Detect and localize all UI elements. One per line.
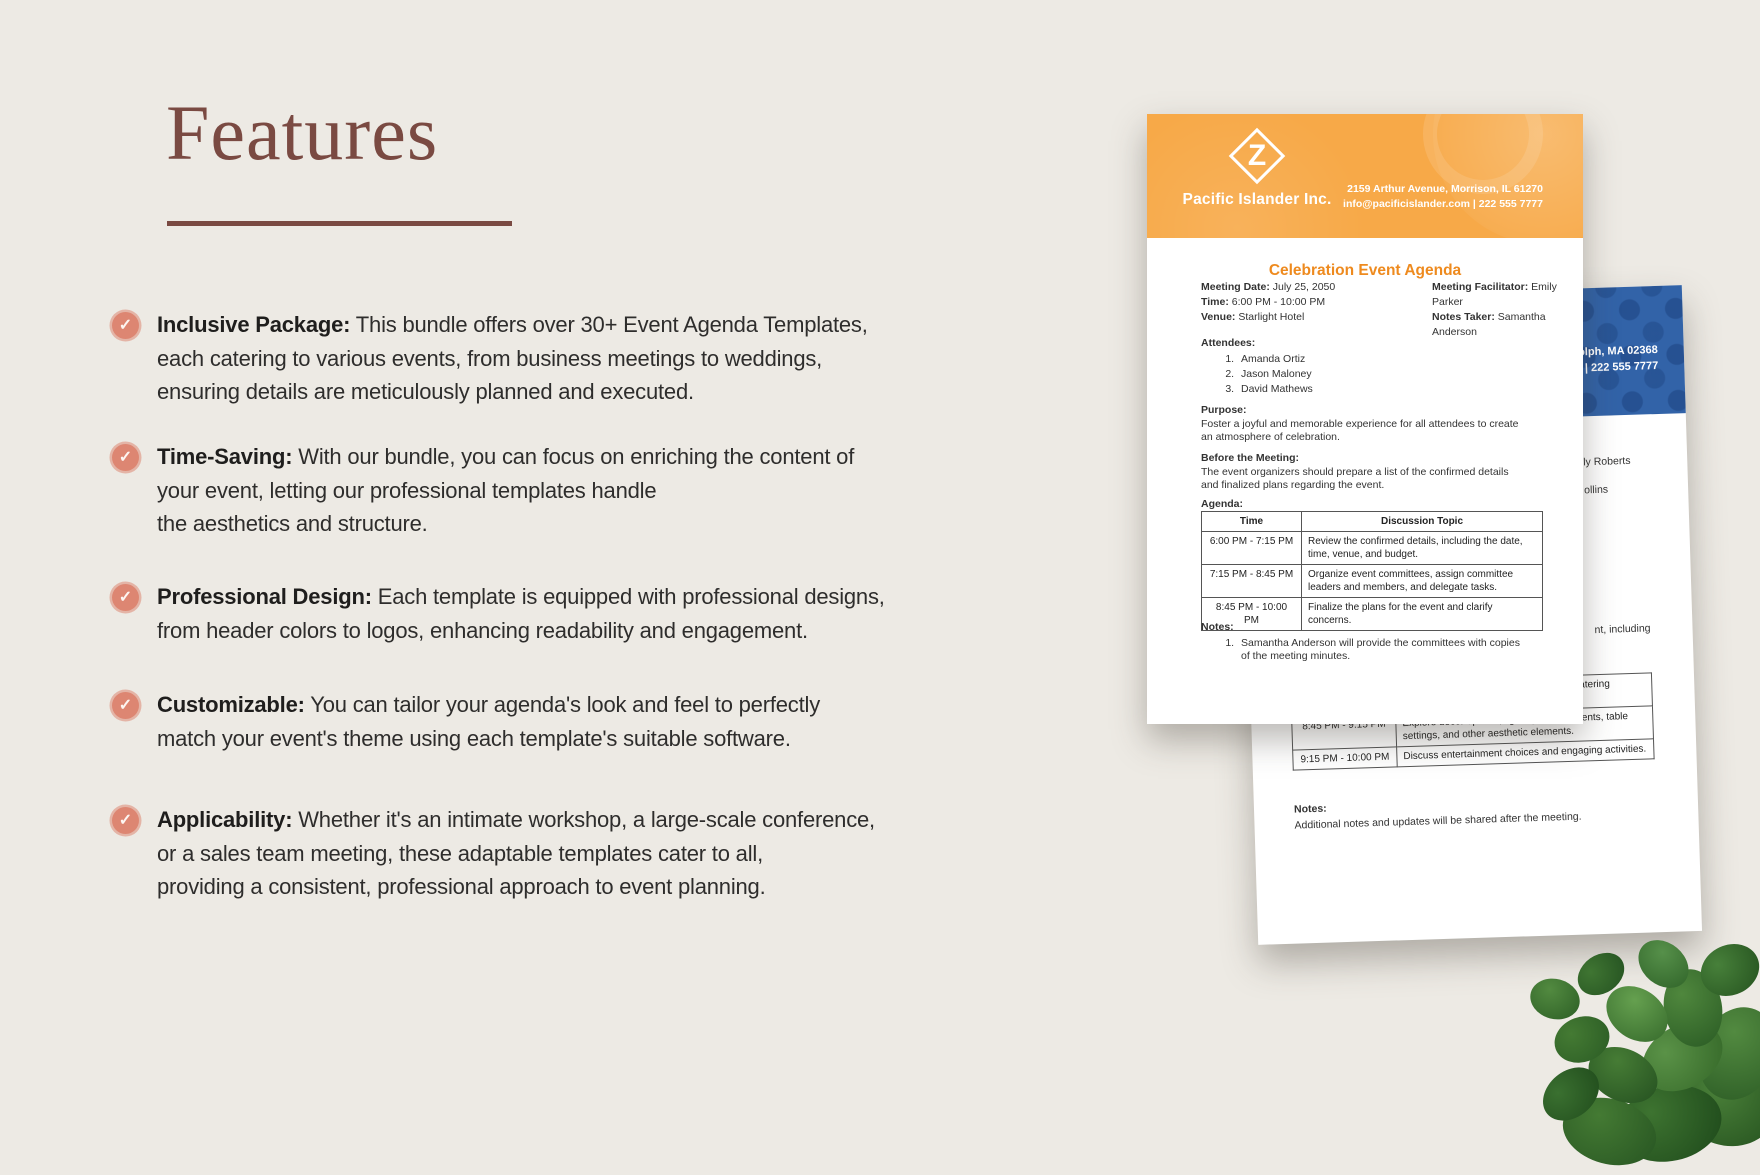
meta-value: July 25, 2050: [1269, 281, 1336, 293]
topic-header: Discussion Topic: [1301, 511, 1543, 532]
feature-label: Customizable:: [157, 692, 305, 717]
meta-label: Meeting Date:: [1201, 281, 1270, 293]
meta-label: Notes Taker:: [1432, 311, 1495, 323]
attendee-item: David Mathews: [1237, 383, 1529, 397]
meta-value: 6:00 PM - 10:00 PM: [1228, 296, 1326, 308]
topic-cell: Review the confirmed details, including …: [1301, 531, 1543, 565]
check-icon: ✓: [112, 692, 139, 719]
title-underline: [167, 221, 512, 226]
attendees-list: Amanda Ortiz Jason Maloney David Mathews: [1201, 353, 1529, 397]
front-document-address: 2159 Arthur Avenue, Morrison, IL 61270 i…: [1343, 182, 1543, 212]
time-header: Time: [1201, 511, 1302, 532]
company-logo: Z Pacific Islander Inc.: [1147, 127, 1367, 209]
meta-value: Emily Parker: [1432, 281, 1557, 308]
agenda-label: Agenda:: [1201, 498, 1243, 510]
attendees-label: Attendees:: [1201, 337, 1256, 349]
page-title: Features: [166, 89, 439, 176]
table-row: 6:00 PM - 7:15 PM Review the confirmed d…: [1201, 531, 1543, 565]
meeting-meta-left: Meeting Date: July 25, 2050 Time: 6:00 P…: [1201, 280, 1541, 325]
attendee-item: Amanda Ortiz: [1237, 353, 1529, 367]
topic-cell: Finalize the plans for the event and cla…: [1301, 597, 1543, 631]
feature-body: Whether it's an intimate workshop, a lar…: [157, 807, 875, 899]
notes-list: Samantha Anderson will provide the commi…: [1201, 637, 1529, 664]
feature-item-customizable: ✓ Customizable: You can tailor your agen…: [112, 688, 1092, 755]
notes-label: Notes:: [1293, 802, 1327, 816]
address-line: info@pacificislander.com | 222 555 7777: [1343, 198, 1543, 210]
table-row: 7:15 PM - 8:45 PM Organize event committ…: [1201, 564, 1543, 598]
front-agenda-table: Time Discussion Topic 6:00 PM - 7:15 PM …: [1201, 511, 1543, 631]
notes-label: Notes:: [1201, 621, 1234, 633]
feature-label: Inclusive Package:: [157, 312, 351, 337]
check-icon: ✓: [112, 444, 139, 471]
logo-glyph: Z: [1247, 139, 1267, 172]
before-meeting-label: Before the Meeting:: [1201, 452, 1300, 464]
feature-item-inclusive-package: ✓ Inclusive Package: This bundle offers …: [112, 308, 1092, 409]
diamond-logo-icon: Z: [1228, 127, 1286, 185]
paragraph-fragment: nt, including: [1594, 622, 1651, 637]
time-cell: 9:15 PM - 10:00 PM: [1292, 746, 1398, 771]
attendee-fragment: ollins: [1583, 483, 1609, 497]
address-line: 2159 Arthur Avenue, Morrison, IL 61270: [1347, 183, 1543, 195]
attendees-section: Attendees: Amanda Ortiz Jason Maloney Da…: [1201, 337, 1529, 398]
feature-label: Applicability:: [157, 807, 293, 832]
feature-body: You can tailor your agenda's look and fe…: [157, 692, 820, 751]
front-notes-section: Notes: Samantha Anderson will provide th…: [1201, 621, 1529, 665]
meta-label: Meeting Facilitator:: [1432, 281, 1529, 293]
meta-line: Venue: Starlight Hotel: [1201, 310, 1541, 325]
attendee-item: Jason Maloney: [1237, 368, 1529, 382]
table-row: 8:45 PM - 10:00 PM Finalize the plans fo…: [1201, 597, 1543, 631]
meta-value: Starlight Hotel: [1235, 311, 1305, 323]
feature-body: Each template is equipped with professio…: [157, 584, 885, 643]
feature-text: Customizable: You can tailor your agenda…: [157, 688, 1092, 755]
plant-decoration: [1525, 930, 1760, 1175]
check-icon: ✓: [112, 584, 139, 611]
before-meeting-text: The event organizers should prepare a li…: [1201, 465, 1509, 492]
purpose-label: Purpose:: [1201, 404, 1247, 416]
check-icon: ✓: [112, 312, 139, 339]
front-document-header: Z Pacific Islander Inc. 2159 Arthur Aven…: [1147, 114, 1583, 238]
note-item: Samantha Anderson will provide the commi…: [1237, 637, 1529, 664]
meta-label: Time:: [1201, 296, 1229, 308]
notes-text: Additional notes and updates will be sha…: [1294, 810, 1582, 832]
before-meeting-section: Before the Meeting: The event organizers…: [1201, 452, 1529, 493]
feature-item-applicability: ✓ Applicability: Whether it's an intimat…: [112, 803, 1092, 904]
attendee-fragment: ly Roberts: [1583, 454, 1631, 469]
topic-cell: Organize event committees, assign commit…: [1301, 564, 1543, 598]
table-header-row: Time Discussion Topic: [1201, 511, 1543, 532]
company-name: Pacific Islander Inc.: [1182, 191, 1332, 208]
feature-item-time-saving: ✓ Time-Saving: With our bundle, you can …: [112, 440, 1092, 541]
meeting-meta-right: Meeting Facilitator: Emily Parker Notes …: [1432, 280, 1582, 340]
feature-text: Applicability: Whether it's an intimate …: [157, 803, 1092, 904]
purpose-text: Foster a joyful and memorable experience…: [1201, 417, 1519, 444]
meta-line: Notes Taker: Samantha Anderson: [1432, 310, 1582, 340]
meta-label: Venue:: [1201, 311, 1236, 323]
feature-text: Time-Saving: With our bundle, you can fo…: [157, 440, 1092, 541]
time-cell: 7:15 PM - 8:45 PM: [1201, 564, 1302, 598]
feature-body: With our bundle, you can focus on enrich…: [157, 444, 855, 536]
feature-text: Professional Design: Each template is eq…: [157, 580, 1092, 647]
front-document: Z Pacific Islander Inc. 2159 Arthur Aven…: [1147, 114, 1583, 724]
feature-body: This bundle offers over 30+ Event Agenda…: [157, 312, 868, 404]
meta-line: Meeting Facilitator: Emily Parker: [1432, 280, 1582, 310]
feature-label: Time-Saving:: [157, 444, 293, 469]
time-cell: 8:45 PM - 10:00 PM: [1201, 597, 1302, 631]
agenda-title: Celebration Event Agenda: [1268, 262, 1462, 279]
check-icon: ✓: [112, 807, 139, 834]
meta-line: Time: 6:00 PM - 10:00 PM: [1201, 295, 1541, 310]
meta-value: Samantha Anderson: [1432, 311, 1546, 338]
feature-item-professional-design: ✓ Professional Design: Each template is …: [112, 580, 1092, 647]
agenda-section-label: Agenda:: [1201, 498, 1529, 512]
meta-line: Meeting Date: July 25, 2050: [1201, 280, 1541, 295]
feature-text: Inclusive Package: This bundle offers ov…: [157, 308, 1092, 409]
feature-label: Professional Design:: [157, 584, 372, 609]
time-cell: 6:00 PM - 7:15 PM: [1201, 531, 1302, 565]
purpose-section: Purpose: Foster a joyful and memorable e…: [1201, 404, 1529, 445]
